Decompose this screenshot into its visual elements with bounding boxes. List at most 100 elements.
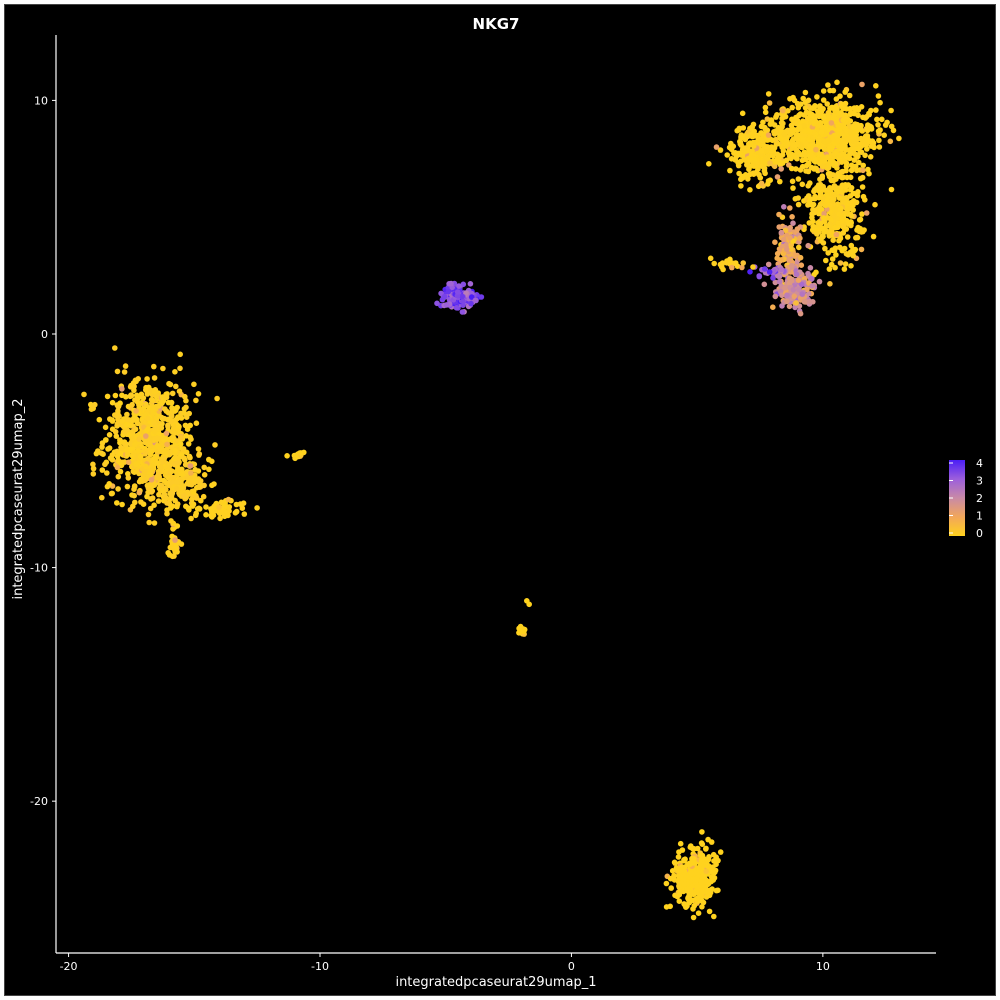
data-point [779, 124, 785, 130]
points-layer [81, 79, 902, 921]
data-point [125, 475, 132, 481]
data-point [132, 397, 138, 403]
data-point [828, 120, 835, 126]
data-point [169, 434, 176, 441]
data-point [781, 236, 787, 243]
data-point [193, 495, 200, 501]
data-point [679, 867, 686, 873]
data-point [699, 841, 706, 847]
data-point [771, 268, 777, 274]
data-point [742, 145, 748, 151]
data-point [860, 114, 866, 121]
data-point [460, 281, 467, 288]
data-point [164, 441, 170, 448]
data-point [178, 434, 184, 441]
data-point [801, 299, 808, 305]
data-point [771, 163, 778, 170]
data-point [162, 406, 168, 412]
data-point [836, 173, 843, 179]
data-point [867, 154, 874, 160]
data-point [703, 868, 709, 875]
data-point [822, 245, 828, 252]
data-point [816, 194, 822, 201]
data-point [787, 205, 793, 211]
data-point [164, 500, 170, 506]
data-point [125, 459, 132, 466]
data-point [168, 399, 175, 406]
data-point [852, 246, 859, 253]
data-point [201, 464, 207, 471]
data-point [839, 183, 845, 189]
data-point [780, 114, 787, 120]
data-point [818, 123, 824, 129]
data-point [756, 273, 763, 280]
data-point [147, 505, 154, 512]
data-point [783, 246, 790, 252]
data-point [784, 292, 790, 299]
data-point [130, 503, 136, 510]
data-point [798, 281, 805, 288]
data-point [681, 881, 687, 887]
data-point [689, 855, 696, 862]
data-point [848, 263, 854, 269]
data-point [816, 183, 823, 190]
data-point [690, 914, 697, 921]
data-point [174, 523, 181, 529]
data-point [133, 416, 140, 423]
data-point [225, 512, 231, 519]
data-point [677, 840, 684, 847]
data-point [848, 213, 855, 219]
data-point [841, 266, 848, 272]
data-point [109, 417, 115, 423]
data-point [839, 216, 845, 222]
data-point [823, 257, 829, 264]
data-point [875, 93, 882, 99]
data-point [763, 144, 769, 150]
data-point [742, 157, 749, 163]
data-point [805, 168, 812, 175]
data-point [793, 300, 799, 306]
data-point [772, 279, 779, 286]
data-point [812, 157, 819, 164]
data-point [793, 120, 799, 126]
data-point [843, 106, 850, 112]
data-point [819, 163, 826, 170]
data-point [201, 482, 207, 489]
data-point [673, 865, 680, 871]
data-point [123, 447, 129, 454]
data-point [816, 278, 823, 285]
data-point [181, 455, 187, 461]
data-point [873, 107, 879, 113]
data-point [781, 204, 787, 210]
data-point [109, 452, 116, 458]
data-point [169, 474, 176, 481]
data-point [707, 255, 714, 262]
y-ticks: -20 -10 0 10 [30, 94, 56, 808]
data-point [193, 420, 200, 427]
data-point [749, 148, 755, 154]
data-point [195, 391, 202, 397]
data-point [821, 211, 827, 217]
data-point [844, 116, 850, 122]
data-point [151, 363, 157, 370]
colorbar-tick-label: 3 [976, 475, 983, 488]
data-point [857, 216, 864, 223]
data-point [184, 489, 191, 496]
colorbar-tick-label: 0 [976, 527, 983, 540]
data-point [765, 132, 772, 138]
data-point [232, 510, 239, 516]
data-point [881, 132, 887, 138]
data-point [818, 238, 824, 244]
data-point [193, 397, 199, 404]
data-point [729, 264, 735, 271]
data-point [122, 363, 129, 369]
data-point [699, 856, 705, 862]
data-point [800, 137, 806, 143]
data-point [750, 264, 756, 270]
data-point [188, 436, 194, 443]
data-point [835, 110, 842, 116]
data-point [241, 511, 248, 517]
data-point [792, 304, 798, 311]
data-point [740, 152, 747, 158]
data-point [868, 107, 874, 114]
